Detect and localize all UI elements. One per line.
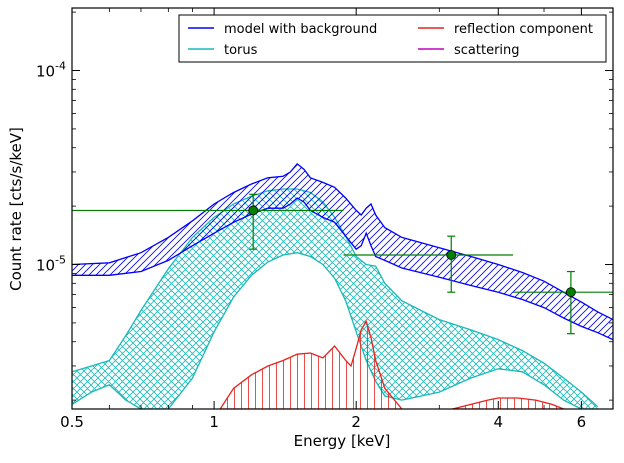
data-point-1 (72, 193, 344, 250)
model-series-0 (72, 163, 613, 341)
data-points-layer (72, 193, 613, 335)
axes-layer: 0.5 1 2 4 6 10-5 10-4 (36, 7, 614, 431)
y-axis-label: Count rate [cts/s/keV] (7, 127, 25, 291)
model-band-fill (72, 163, 613, 340)
model-lower-line (72, 197, 613, 341)
reflection-upper-line (219, 319, 403, 409)
legend: model with background torus reflection com… (178, 14, 607, 63)
y-tick-label: 10-5 (36, 254, 66, 275)
legend-label: model with background (224, 22, 377, 37)
plot-frame (71, 7, 614, 410)
reflection-series-0 (219, 319, 403, 409)
series-layer (72, 163, 613, 409)
legend-entry-model: model with background (188, 22, 377, 37)
reflection-band-fill (220, 321, 402, 409)
reflection-series-1 (452, 397, 564, 409)
legend-label: torus (224, 43, 258, 58)
model-upper-line (72, 163, 613, 321)
x-tick-label: 6 (577, 413, 587, 431)
x-tick-label: 2 (351, 413, 361, 431)
y-tick-label: 10-4 (36, 60, 66, 81)
legend-label: reflection component (454, 22, 593, 37)
x-tick-label: 4 (494, 413, 504, 431)
data-point-2 (343, 235, 514, 293)
legend-box (178, 14, 607, 63)
data-point-marker (565, 287, 576, 298)
legend-entry-torus: torus (188, 43, 258, 58)
torus-lower-line (72, 252, 598, 409)
data-point-3 (513, 270, 613, 335)
legend-label: scattering (454, 43, 520, 58)
reflection-upper-line (452, 397, 564, 409)
legend-entry-reflection: reflection component (418, 22, 593, 37)
x-tick-label: 1 (209, 413, 219, 431)
legend-entry-scattering: scattering (418, 43, 520, 58)
data-point-marker (446, 250, 457, 260)
data-point-marker (248, 205, 259, 216)
x-tick-label: 0.5 (60, 413, 84, 431)
x-axis-label: Energy [keV] (294, 432, 391, 450)
